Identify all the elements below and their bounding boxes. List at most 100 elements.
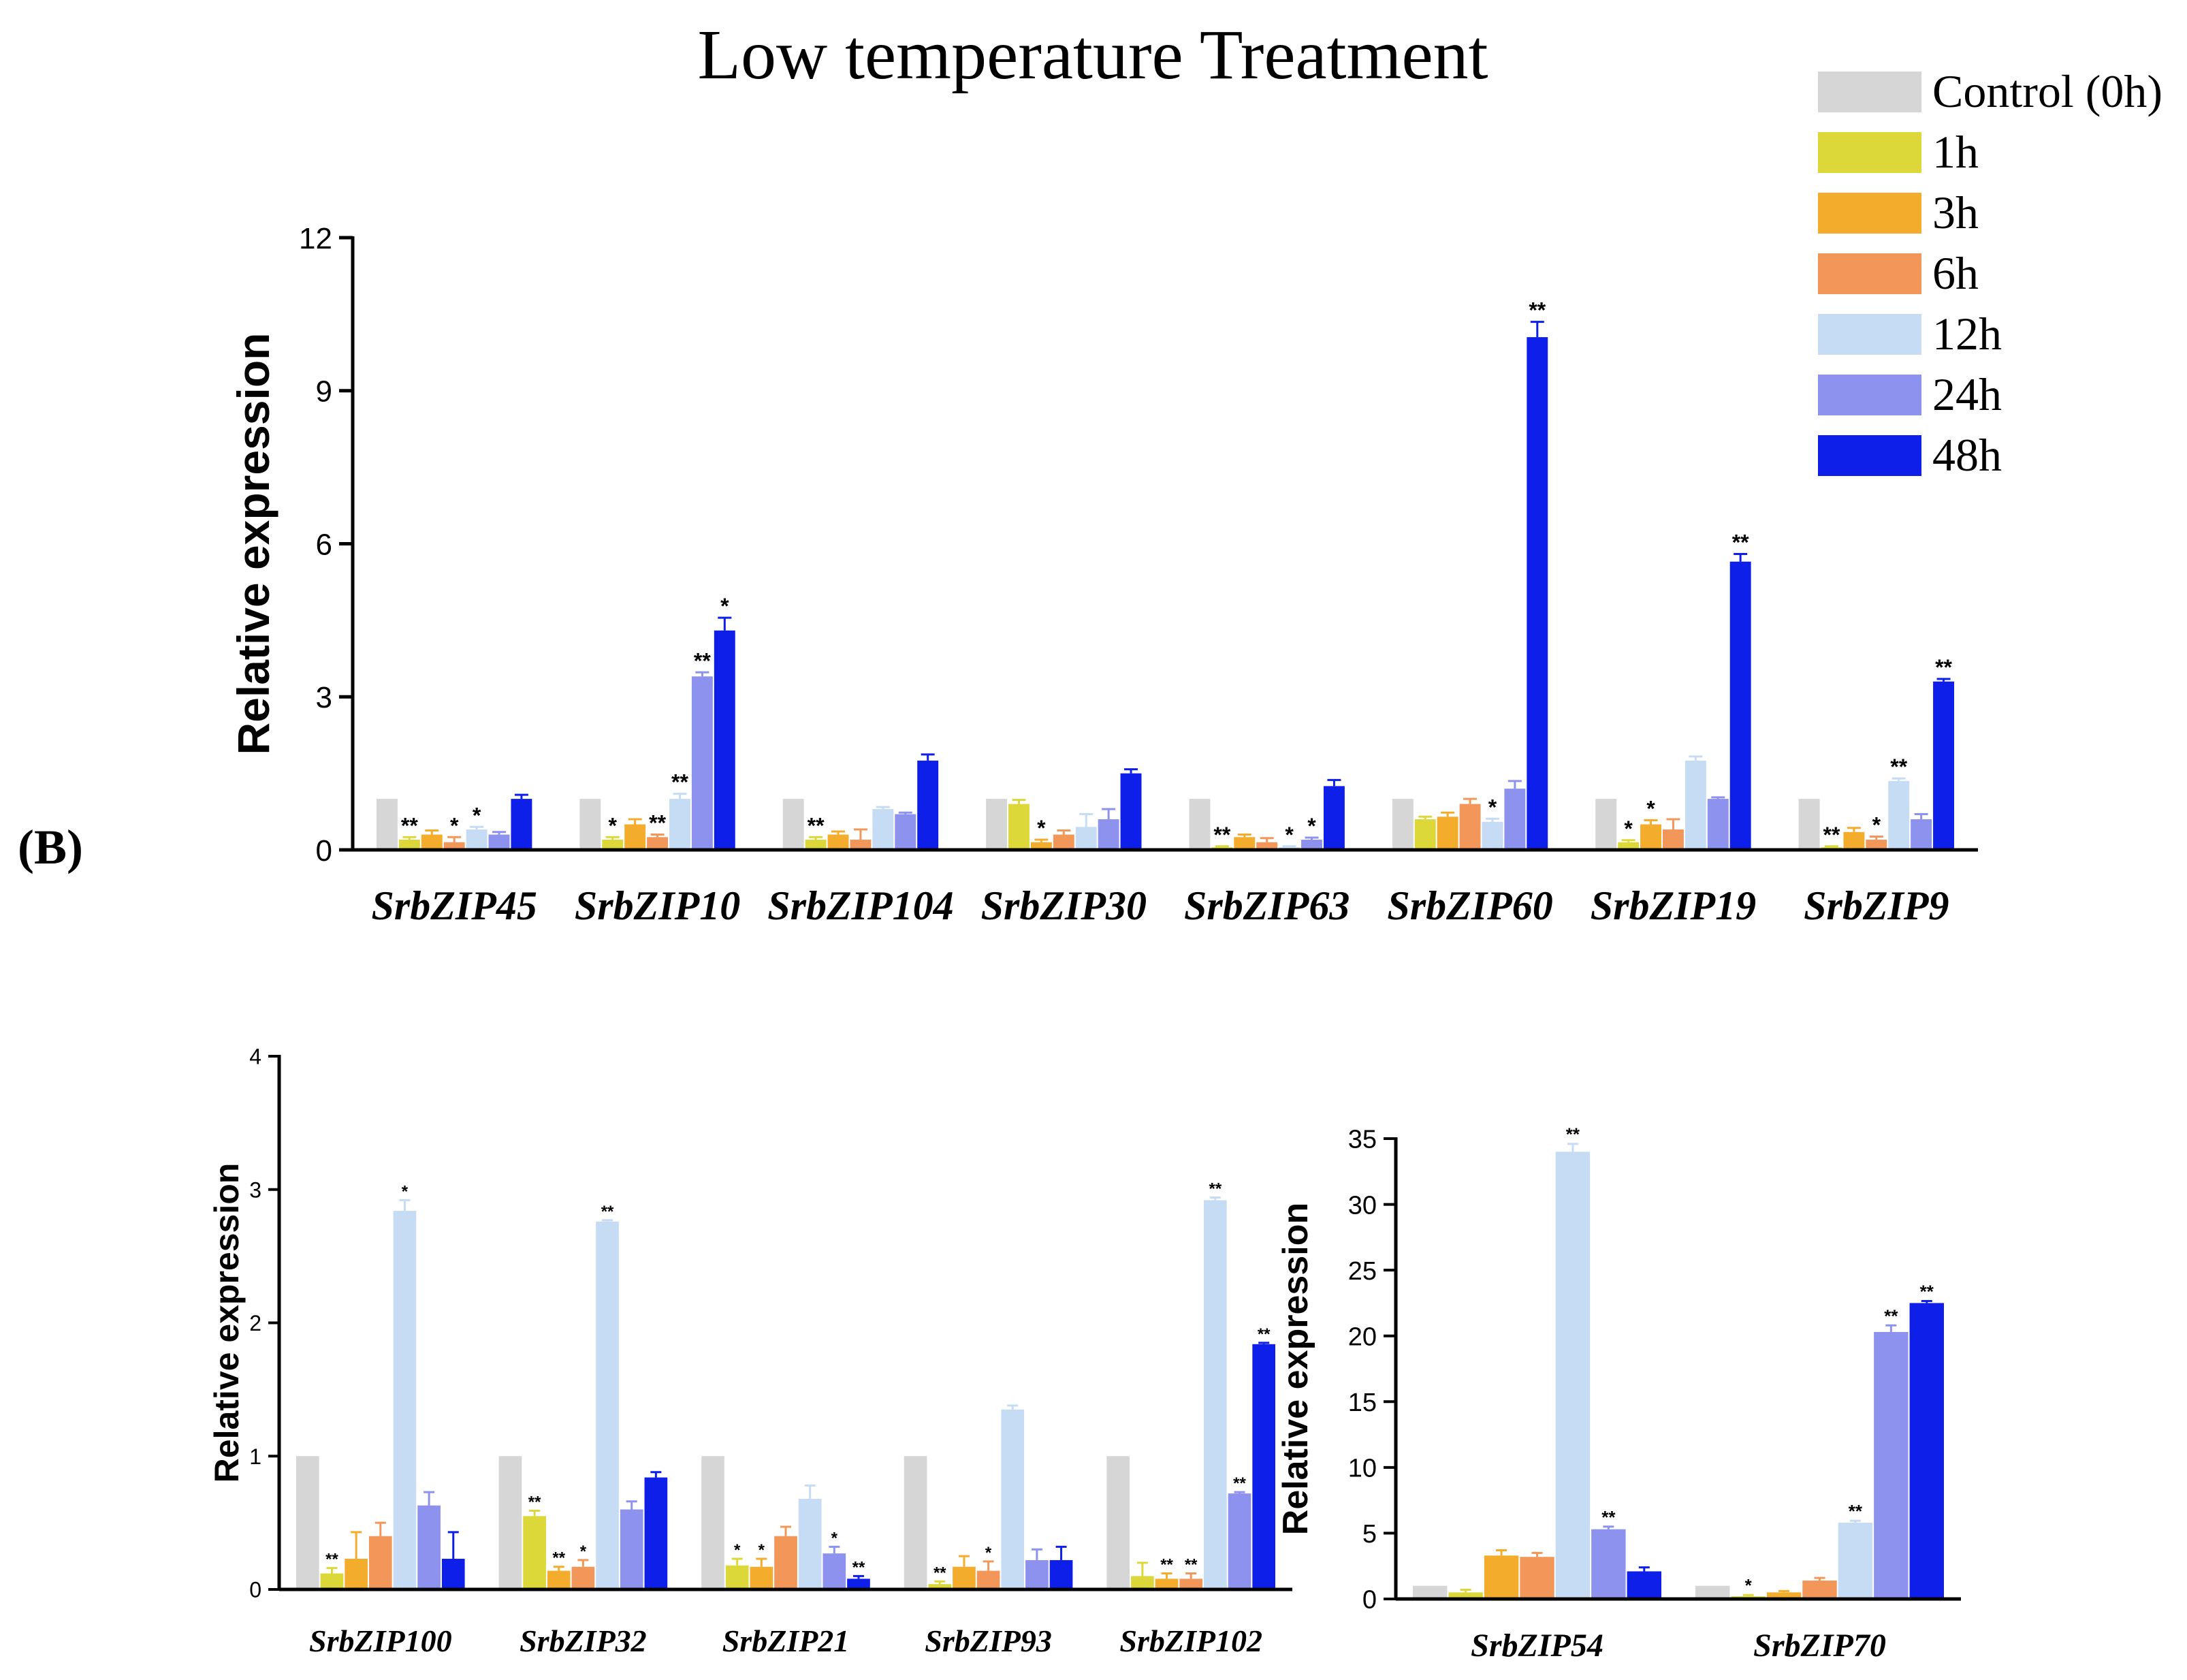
bar: [1595, 799, 1617, 850]
significance-label: **: [1920, 1282, 1934, 1302]
bar: [1155, 1579, 1179, 1589]
significance-label: *: [1745, 1575, 1753, 1596]
x-category-label: SrbZIP45: [372, 883, 537, 928]
bar: [1053, 834, 1074, 850]
y-tick-label: 12: [299, 222, 332, 255]
bar: [976, 1570, 1000, 1589]
y-tick-label: 2: [249, 1311, 261, 1335]
x-category-label: SrbZIP60: [1387, 883, 1552, 928]
y-tick-label: 35: [1348, 1126, 1377, 1154]
bar: [701, 1456, 724, 1589]
bar: [1179, 1579, 1203, 1589]
bar: [1798, 799, 1820, 850]
significance-label: **: [694, 648, 711, 673]
significance-label: **: [1890, 755, 1907, 779]
y-tick-label: 4: [249, 1045, 261, 1069]
significance-label: **: [601, 1203, 614, 1221]
significance-label: *: [1037, 816, 1046, 840]
y-axis-label: Relative expression: [228, 333, 278, 755]
bar: [1843, 831, 1865, 850]
bar: [647, 837, 669, 850]
y-tick-label: 0: [1362, 1586, 1377, 1615]
y-axis-label: Relative expression: [1276, 1203, 1315, 1535]
bar: [1204, 1200, 1227, 1589]
significance-label: *: [450, 813, 459, 838]
x-category-label: SrbZIP19: [1591, 883, 1756, 928]
bar: [1252, 1344, 1275, 1589]
bar: [296, 1456, 319, 1589]
bar: [1911, 819, 1932, 850]
bar: [847, 1579, 870, 1589]
bar: [511, 799, 532, 850]
significance-label: *: [402, 1182, 409, 1201]
bar: [1098, 819, 1119, 850]
bar: [1482, 821, 1503, 850]
bar: [725, 1565, 749, 1589]
bar: [1685, 760, 1706, 850]
bar: [1909, 1303, 1944, 1599]
bar: [1413, 1585, 1448, 1599]
bar: [691, 676, 713, 850]
bar: [1874, 1331, 1909, 1599]
bar: [1256, 842, 1278, 850]
x-category-label: SrbZIP54: [1471, 1628, 1603, 1664]
bar: [1933, 681, 1954, 850]
bar: [368, 1536, 392, 1589]
bar: [1766, 1592, 1802, 1599]
bar: [398, 840, 420, 850]
legend-label: Control (0h): [1932, 65, 2162, 117]
bar: [320, 1573, 344, 1589]
legend-swatch: [1818, 72, 1921, 112]
significance-label: **: [671, 770, 688, 795]
legend-swatch: [1818, 435, 1921, 476]
bar: [488, 834, 510, 850]
bar: [782, 799, 804, 850]
significance-label: **: [401, 813, 418, 838]
bar: [750, 1566, 773, 1589]
bar: [523, 1516, 546, 1589]
y-axis-label: Relative expression: [208, 1163, 246, 1483]
bar: [823, 1553, 846, 1589]
significance-label: **: [1823, 823, 1840, 847]
x-category-label: SrbZIP100: [309, 1623, 452, 1658]
significance-label: **: [852, 1558, 865, 1576]
significance-label: *: [580, 1542, 587, 1561]
x-category-label: SrbZIP32: [520, 1623, 647, 1658]
x-category-label: SrbZIP102: [1119, 1623, 1262, 1658]
bar: [1866, 840, 1887, 850]
y-tick-label: 6: [316, 528, 332, 561]
bar: [872, 809, 894, 850]
y-tick-label: 3: [316, 681, 332, 714]
bar: [1662, 829, 1684, 850]
legend-label: 12h: [1932, 308, 2002, 360]
legend: Control (0h) 1h 3h 6h 12h 24h 48h: [1818, 65, 2162, 481]
bar: [805, 840, 827, 850]
bar: [571, 1566, 595, 1589]
y-tick-label: 25: [1348, 1257, 1377, 1286]
legend-swatch: [1818, 132, 1921, 173]
bar: [596, 1221, 619, 1589]
bar: [986, 799, 1008, 850]
significance-label: *: [1624, 817, 1633, 841]
bar: [1131, 1576, 1154, 1589]
x-category-label: SrbZIP104: [767, 883, 953, 928]
bar: [1504, 789, 1526, 850]
bar: [669, 799, 690, 850]
bar: [1049, 1559, 1073, 1589]
bar: [850, 840, 872, 850]
bar: [1707, 799, 1729, 850]
bar: [579, 799, 601, 850]
significance-label: **: [1601, 1507, 1616, 1527]
bar: [443, 842, 465, 850]
x-category-label: SrbZIP21: [722, 1623, 850, 1658]
bar: [1888, 780, 1910, 850]
significance-label: **: [1529, 298, 1546, 323]
significance-label: **: [1258, 1325, 1271, 1344]
significance-label: **: [1935, 655, 1952, 680]
significance-label: **: [528, 1493, 541, 1512]
significance-label: **: [933, 1564, 946, 1582]
bar: [1484, 1555, 1519, 1599]
bar: [917, 760, 939, 850]
x-category-label: SrbZIP9: [1804, 883, 1949, 928]
